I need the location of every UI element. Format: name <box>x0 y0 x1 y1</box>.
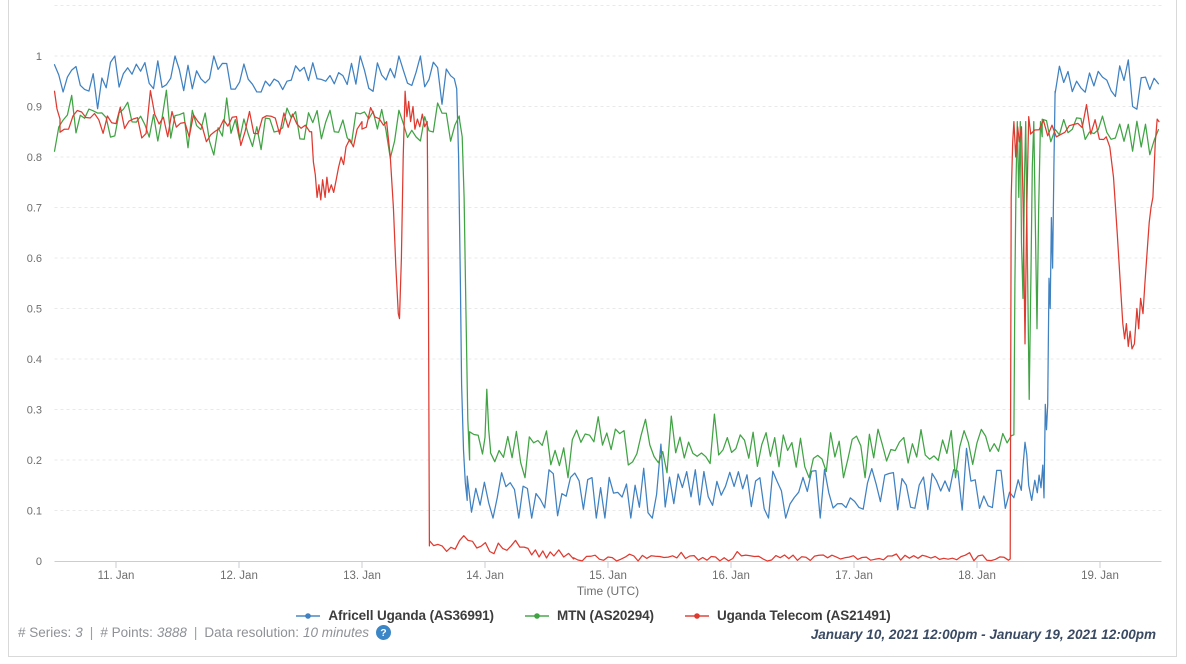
x-tick-label: 12. Jan <box>220 570 258 582</box>
points-count-label: # Points: <box>100 625 153 640</box>
legend-item-uganda-telecom-as21491[interactable]: Uganda Telecom (AS21491) <box>684 608 891 623</box>
y-tick-label: 1 <box>36 51 42 63</box>
y-tick-label: 0 <box>36 556 42 568</box>
legend-label: Africell Uganda (AS36991) <box>328 608 494 623</box>
legend-label: Uganda Telecom (AS21491) <box>716 608 891 623</box>
help-icon[interactable]: ? <box>376 625 392 640</box>
y-tick-label: 0.2 <box>27 455 42 467</box>
y-tick-label: 0.1 <box>27 506 42 518</box>
points-count-value: 3888 <box>156 625 187 640</box>
x-axis-title: Time (UTC) <box>576 584 640 598</box>
x-tick-label: 19. Jan <box>1081 570 1119 582</box>
legend-label: MTN (AS20294) <box>556 608 654 623</box>
date-range-label: January 10, 2021 12:00pm - January 19, 2… <box>810 627 1156 642</box>
separator: | <box>193 625 198 640</box>
y-tick-label: 0.9 <box>27 102 42 114</box>
series-line-uganda-telecom-as21491[interactable] <box>53 89 1160 562</box>
y-tick-label: 0.8 <box>27 152 42 164</box>
x-tick-label: 14. Jan <box>466 570 504 582</box>
gridlines <box>54 5 1162 511</box>
legend-marker-icon <box>296 612 321 619</box>
series-line-africell-uganda-as36991[interactable] <box>53 55 1160 519</box>
y-axis: 0 0.1 0.2 0.3 0.4 0.5 0.6 0.7 0.8 0.9 1 <box>27 51 42 568</box>
timeseries-chart[interactable]: 11. Jan 12. Jan 13. Jan 14. Jan 15. Jan 16. J… <box>0 0 1186 600</box>
x-tick-label: 18. Jan <box>958 570 996 582</box>
series-count-value: 3 <box>75 625 83 640</box>
legend-marker-icon <box>684 612 709 619</box>
x-tick-label: 13. Jan <box>343 570 381 582</box>
resolution-value: 10 minutes <box>302 625 370 640</box>
chart-legend: Africell Uganda (AS36991) MTN (AS20294) Ug… <box>0 608 1186 623</box>
x-tick-label: 16. Jan <box>712 570 750 582</box>
series-line-mtn-as20294[interactable] <box>53 89 1160 479</box>
chart-meta-footer: # Series: 3 | # Points: 3888 | Data resolution… <box>18 625 392 640</box>
y-tick-label: 0.5 <box>27 304 42 316</box>
x-tick-label: 17. Jan <box>835 570 873 582</box>
x-tick-label: 11. Jan <box>98 570 135 582</box>
series-count-label: # Series: <box>18 625 72 640</box>
y-tick-label: 0.3 <box>27 405 42 417</box>
x-tick-label: 15. Jan <box>589 570 627 582</box>
y-tick-label: 0.6 <box>27 253 42 265</box>
chart-panel <box>8 0 1177 657</box>
y-tick-label: 0.7 <box>27 203 42 215</box>
separator: | <box>89 625 94 640</box>
legend-item-mtn-as20294[interactable]: MTN (AS20294) <box>524 608 654 623</box>
legend-item-africell-uganda-as36991[interactable]: Africell Uganda (AS36991) <box>295 608 494 623</box>
resolution-label: Data resolution: <box>204 625 299 640</box>
x-axis: 11. Jan 12. Jan 13. Jan 14. Jan 15. Jan 16. J… <box>54 561 1162 582</box>
y-tick-label: 0.4 <box>27 354 42 366</box>
legend-marker-icon <box>524 612 549 619</box>
